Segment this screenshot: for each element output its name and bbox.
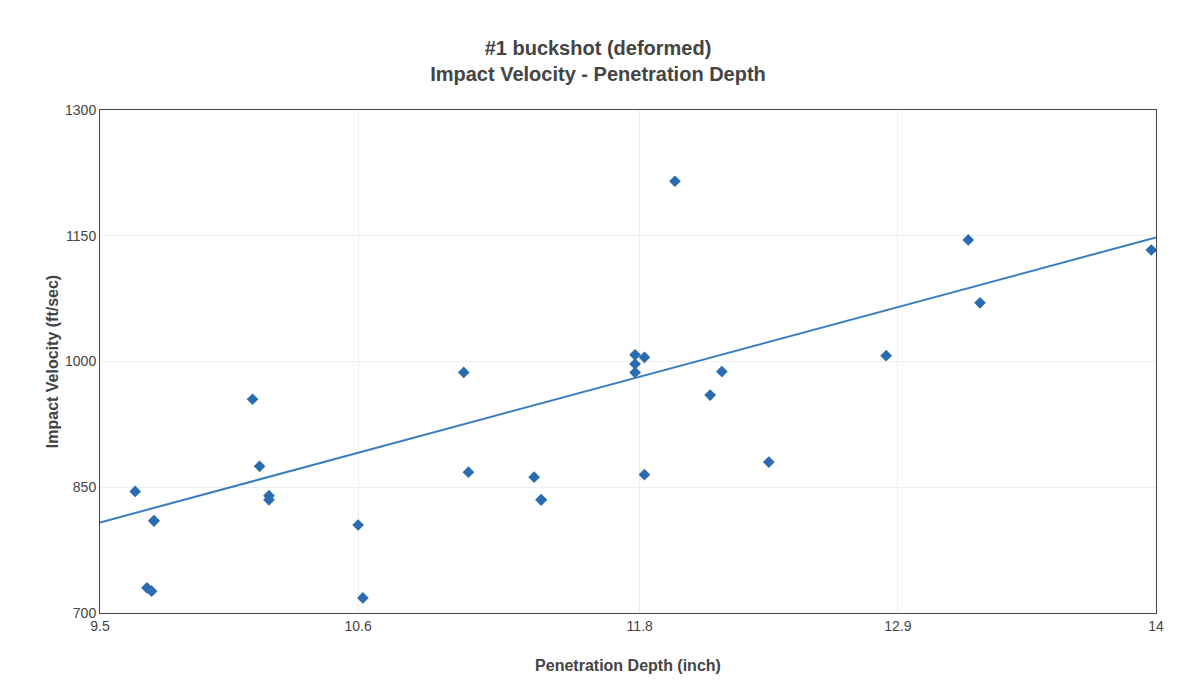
svg-text:Penetration Depth (inch): Penetration Depth (inch) — [535, 657, 721, 674]
svg-text:10.6: 10.6 — [345, 618, 372, 634]
svg-text:1300: 1300 — [65, 102, 96, 118]
svg-text:850: 850 — [73, 479, 97, 495]
svg-text:14: 14 — [1148, 618, 1164, 634]
svg-text:9.5: 9.5 — [90, 618, 110, 634]
svg-text:1150: 1150 — [66, 228, 96, 244]
svg-text:700: 700 — [73, 605, 97, 621]
svg-text:#1 buckshot (deformed)Impact V: #1 buckshot (deformed)Impact Velocity - … — [430, 37, 766, 85]
svg-text:Impact Velocity (ft/sec): Impact Velocity (ft/sec) — [44, 275, 61, 448]
svg-text:1000: 1000 — [65, 353, 96, 369]
svg-text:12.9: 12.9 — [884, 618, 911, 634]
svg-text:11.8: 11.8 — [627, 618, 653, 634]
